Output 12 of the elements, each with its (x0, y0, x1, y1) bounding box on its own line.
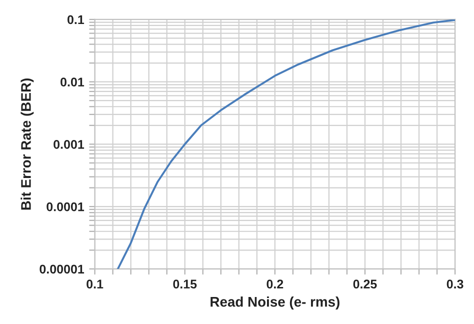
x-tick-label: 0.3 (446, 280, 464, 289)
x-tick-label: 0.2 (266, 280, 284, 289)
x-tick-label: 0.25 (353, 280, 377, 289)
x-tick-label: 0.15 (173, 280, 197, 289)
y-tick-label: 0.001 (54, 140, 84, 149)
y-tick-label: 0.00001 (40, 264, 84, 274)
y-tick-label: 0.01 (60, 78, 84, 86)
y-axis-title: Bit Error Rate (BER) (20, 78, 34, 210)
x-tick-label: 0.1 (86, 280, 104, 289)
y-tick-label: 0.1 (68, 15, 84, 24)
y-tick-label: 0.0001 (46, 202, 84, 212)
x-axis-title: Read Noise (e- rms) (210, 296, 340, 310)
